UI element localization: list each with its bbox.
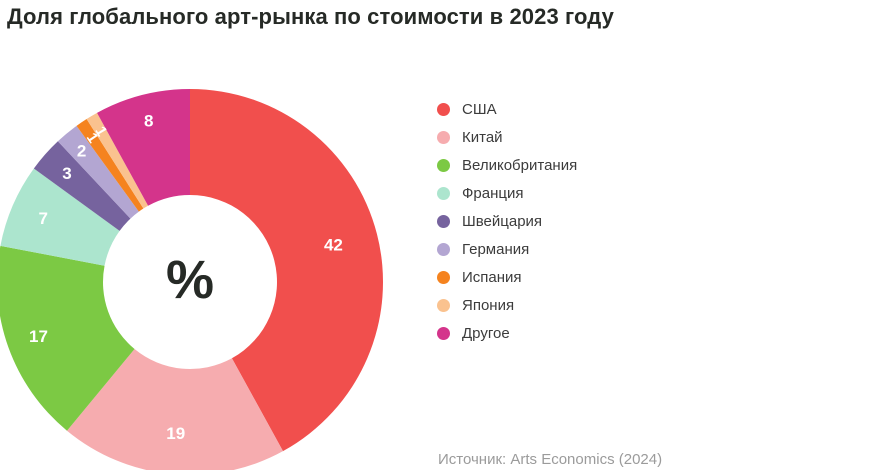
chart-title: Доля глобального арт-рынка по стоимости … [7,4,614,29]
slice-value-label-1: 19 [166,424,185,443]
legend-color-dot [437,270,450,284]
legend-item-6[interactable]: Испания [437,263,577,291]
legend-color-dot [437,130,450,144]
legend-item-label: США [462,100,497,118]
legend-item-label: Другое [462,324,510,342]
slice-value-label-3: 7 [38,209,47,228]
legend: США Китай Великобритания Франция Швейцария Ге… [437,95,577,347]
donut-slice-6[interactable] [76,119,144,212]
legend-item-0[interactable]: США [437,95,577,123]
legend-item-4[interactable]: Швейцария [437,207,577,235]
legend-item-label: Германия [462,240,530,258]
donut-slice-1[interactable] [66,349,283,470]
legend-item-label: Япония [462,296,515,314]
source-note: Источник: Arts Economics (2024) [438,451,663,468]
donut-slice-2[interactable] [0,245,135,431]
legend-item-label: Швейцария [462,212,543,230]
legend-item-3[interactable]: Франция [437,179,577,207]
legend-item-1[interactable]: Китай [437,123,577,151]
donut-slice-5[interactable] [57,125,139,219]
slice-value-label-4: 3 [62,164,71,183]
legend-color-dot [437,298,450,312]
donut-slice-3[interactable] [0,168,120,266]
legend-color-dot [437,326,450,340]
slice-value-label-2: 17 [29,327,48,346]
slice-value-label-0: 42 [324,236,343,255]
legend-item-label: Испания [462,268,522,286]
percent-center-label: % [166,250,214,310]
donut-slices [0,89,384,470]
legend-item-5[interactable]: Германия [437,235,577,263]
legend-color-dot [437,242,450,256]
legend-item-label: Великобритания [462,156,578,174]
legend-item-label: Франция [462,184,524,202]
slice-value-label-5: 2 [77,142,86,161]
slice-value-label-8: 8 [144,112,153,131]
legend-color-dot [437,214,450,228]
legend-item-label: Китай [462,128,503,146]
donut-slice-0[interactable] [190,89,384,452]
legend-item-8[interactable]: Другое [437,319,577,347]
legend-color-dot [437,158,450,172]
donut-slice-7[interactable] [86,112,149,209]
legend-color-dot [437,186,450,200]
donut-slice-4[interactable] [33,141,131,231]
donut-slice-8[interactable] [97,89,190,206]
legend-item-7[interactable]: Япония [437,291,577,319]
legend-item-2[interactable]: Великобритания [437,151,577,179]
legend-color-dot [437,102,450,116]
